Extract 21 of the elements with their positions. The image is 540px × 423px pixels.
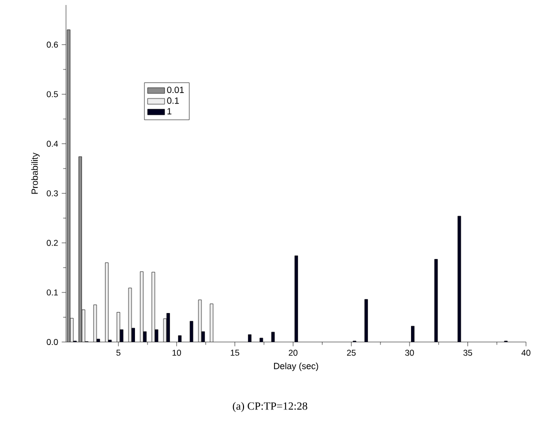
y-tick-label: 0.1 [46, 289, 58, 296]
legend-label: 0.1 [167, 97, 179, 104]
y-tick-label: 0.5 [46, 91, 58, 98]
x-tick-label: 20 [288, 350, 298, 356]
y-tick-label: 0.3 [46, 190, 58, 196]
y-tick-label: 0.4 [46, 140, 58, 147]
x-tick-label: 10 [172, 350, 182, 356]
x-tick-label: 30 [405, 350, 414, 356]
x-tick-label: 25 [347, 350, 356, 356]
x-tick-label: 15 [230, 350, 240, 356]
y-tick-label: 0.2 [46, 240, 58, 246]
y-tick-label: 0.6 [46, 42, 58, 48]
legend-label: 0.01 [167, 86, 184, 94]
y-axis-title: Probability [31, 152, 40, 194]
x-tick-label: 40 [521, 350, 530, 356]
text: (a) CP:TP=12:28 [232, 402, 308, 412]
legend-label: 1 [167, 108, 172, 114]
y-tick-label: 0.0 [46, 339, 58, 345]
x-tick-label: 35 [463, 350, 472, 356]
x-tick-label: 5 [116, 350, 120, 356]
x-axis-title: Delay (sec) [274, 362, 318, 371]
